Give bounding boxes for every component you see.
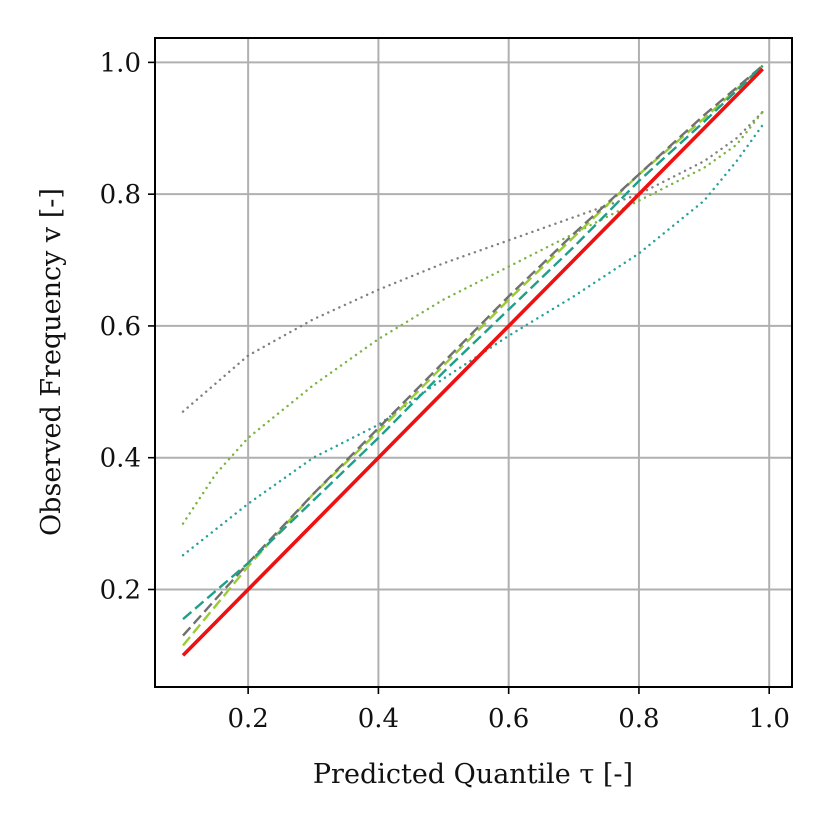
x-tick-label: 0.2 [227, 704, 268, 734]
y-axis-label: Observed Frequency v [-] [36, 188, 67, 536]
plot-frame [154, 37, 793, 688]
series-line-3 [181, 123, 764, 557]
series-line-1 [181, 110, 764, 413]
series-line-7 [181, 67, 764, 657]
y-tick-label: 0.2 [100, 575, 141, 605]
y-tick-label: 0.4 [100, 444, 141, 474]
y-tick-label: 0.6 [100, 312, 141, 342]
series-group [181, 64, 764, 657]
x-tick-label: 0.4 [358, 704, 399, 734]
x-tick-label: 0.6 [488, 704, 529, 734]
series-line-5 [182, 64, 764, 637]
series-line-6 [182, 64, 764, 621]
x-axis-label: Predicted Quantile τ [-] [313, 759, 633, 790]
y-tick-label: 1.0 [100, 48, 141, 78]
ticks: 0.2 0.4 0.6 0.8 1.0 0.2 0.4 0.6 0.8 1.0 [100, 48, 790, 734]
y-tick-label: 0.8 [100, 180, 141, 210]
x-tick-label: 0.8 [618, 704, 659, 734]
series-line-4 [182, 64, 764, 647]
x-tick-label: 1.0 [749, 704, 790, 734]
grid [155, 38, 792, 687]
series-line-2 [181, 110, 764, 525]
